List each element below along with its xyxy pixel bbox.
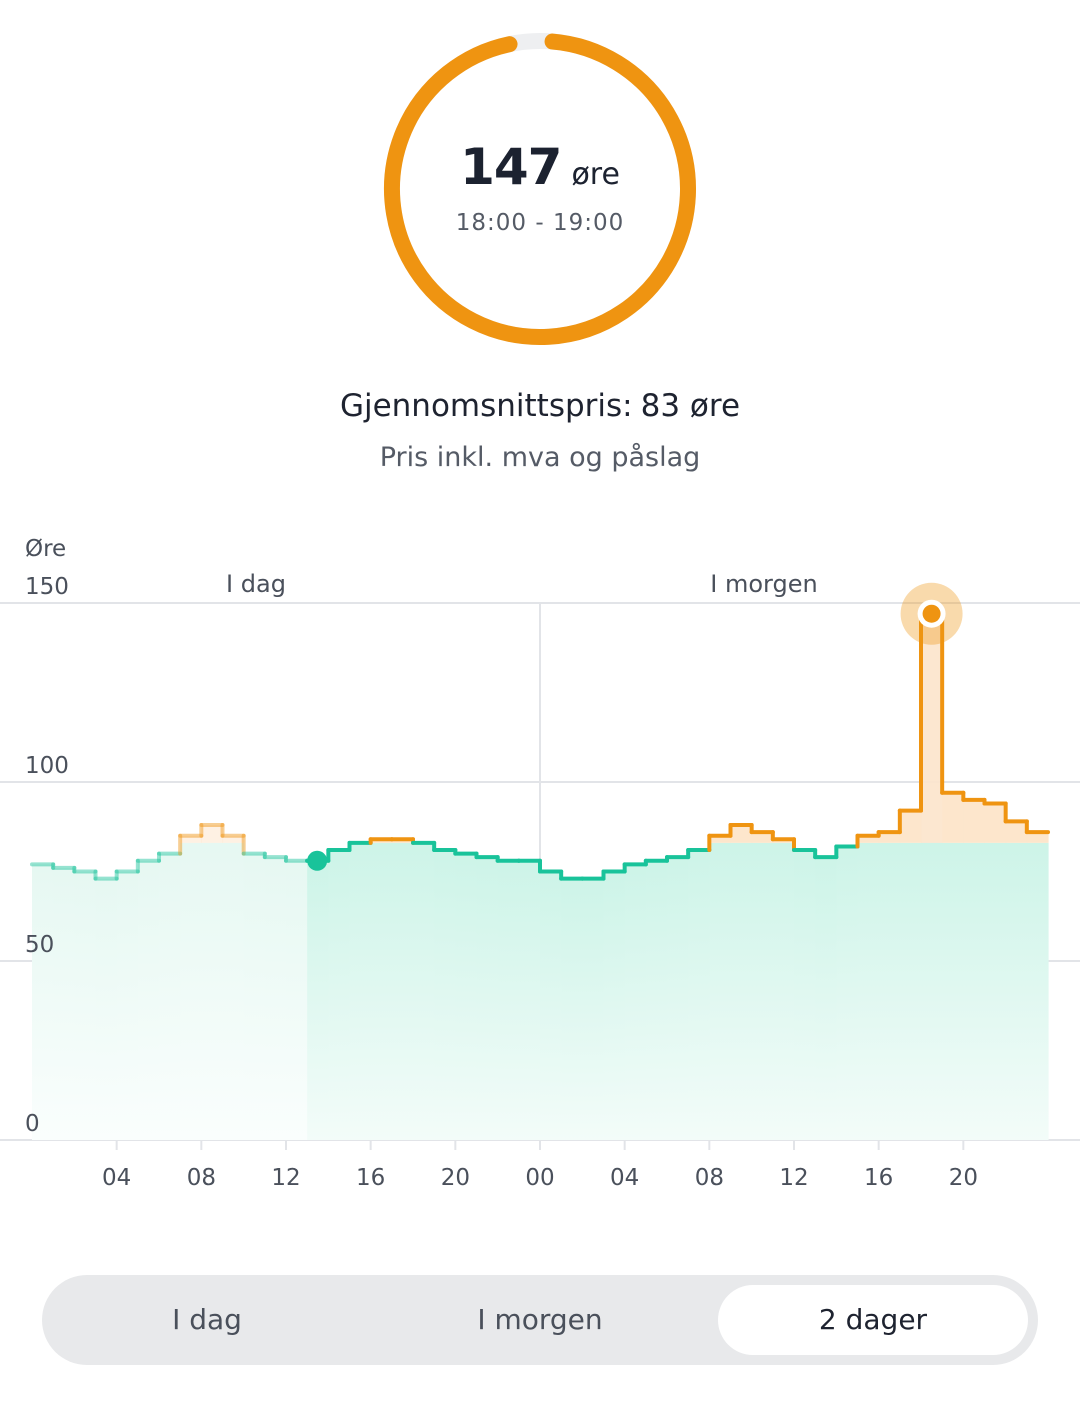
hour-fill <box>53 867 75 1140</box>
tab-two-days[interactable]: 2 dager <box>718 1285 1028 1355</box>
hour-fill <box>624 864 647 1140</box>
y-tick-label: 150 <box>25 574 69 600</box>
hour-fill <box>688 850 710 1140</box>
x-tick-label: 04 <box>610 1165 639 1191</box>
hour-fill <box>95 878 118 1140</box>
hour-fill <box>497 860 520 1140</box>
hour-fill <box>963 842 986 1140</box>
hour-fill <box>180 842 202 1140</box>
x-tick-label: 20 <box>441 1165 470 1191</box>
hour-fill <box>603 871 626 1140</box>
hour-fill <box>1026 842 1049 1140</box>
hour-fill <box>159 853 181 1140</box>
average-price: Gjennomsnittspris: 83 øre <box>0 388 1080 424</box>
selected-hour-marker[interactable] <box>922 604 941 623</box>
y-axis-label: Øre <box>25 536 66 562</box>
hour-fill <box>878 842 901 1140</box>
hour-fill <box>455 853 478 1140</box>
hour-fill <box>476 857 499 1140</box>
hour-fill-above-average <box>751 832 774 843</box>
hour-fill-above-average <box>921 613 943 843</box>
x-tick-label: 08 <box>187 1165 216 1191</box>
average-price-value: 83 øre <box>640 388 741 424</box>
x-tick-label: 08 <box>695 1165 724 1191</box>
hour-fill <box>921 842 943 1140</box>
hour-fill-above-average <box>180 835 202 843</box>
hour-fill <box>645 860 668 1140</box>
hour-fill <box>561 878 583 1140</box>
x-tick-label: 12 <box>271 1165 300 1191</box>
hour-fill <box>794 850 816 1140</box>
day-label-tomorrow: I morgen <box>710 570 817 598</box>
tab-today[interactable]: I dag <box>172 1303 242 1336</box>
current-price-value: 147 <box>460 138 562 196</box>
hour-fill <box>772 842 795 1140</box>
hour-fill-above-average <box>857 835 880 843</box>
hour-fill <box>243 853 266 1140</box>
hour-fill <box>984 842 1007 1140</box>
current-price-block: 147 øre 18:00 - 19:00 <box>0 138 1080 236</box>
x-tick-label: 04 <box>102 1165 131 1191</box>
hour-fill <box>328 850 351 1140</box>
y-tick-label: 100 <box>25 753 69 779</box>
hour-fill <box>730 842 753 1140</box>
hour-fill <box>518 860 541 1140</box>
average-price-label: Gjennomsnittspris: <box>339 388 633 424</box>
hour-fill <box>815 857 837 1140</box>
tab-tomorrow[interactable]: I morgen <box>477 1303 603 1336</box>
hour-fill <box>116 871 139 1140</box>
hour-fill <box>540 871 562 1140</box>
price-disclaimer: Pris inkl. mva og påslag <box>379 442 701 473</box>
hour-fill <box>413 842 435 1140</box>
x-tick-label: 12 <box>779 1165 808 1191</box>
hour-fill <box>709 842 732 1140</box>
hour-fill <box>349 842 372 1140</box>
x-tick-label: 20 <box>949 1165 978 1191</box>
hour-fill-above-average <box>1026 832 1049 843</box>
hour-fill <box>391 842 414 1140</box>
hour-fill <box>264 857 287 1140</box>
hour-fill <box>942 842 964 1140</box>
hour-fill <box>836 846 859 1140</box>
hour-fill <box>222 842 245 1140</box>
y-tick-label: 0 <box>25 1111 40 1137</box>
gauge-arc <box>384 33 696 345</box>
current-time-range: 18:00 - 19:00 <box>455 210 625 236</box>
hour-fill-above-average <box>899 810 922 843</box>
hour-fill <box>857 842 880 1140</box>
hour-fill <box>751 842 774 1140</box>
hour-fill <box>370 842 393 1140</box>
hour-fill <box>899 842 922 1140</box>
current-hour-marker <box>307 850 328 871</box>
x-tick-label: 16 <box>356 1165 385 1191</box>
hour-fill <box>137 860 160 1140</box>
price-gauge <box>384 33 696 345</box>
hour-fill <box>582 878 605 1140</box>
y-tick-label: 50 <box>25 932 54 958</box>
hour-fill <box>1005 842 1028 1140</box>
hour-fill-above-average <box>1005 821 1028 843</box>
hour-fill-above-average <box>201 824 224 843</box>
hour-fill <box>201 842 224 1140</box>
current-price-unit: øre <box>571 157 620 192</box>
hour-fill-above-average <box>878 832 901 843</box>
hour-fill <box>434 850 456 1140</box>
hour-fill-above-average <box>730 824 753 843</box>
day-label-today: I dag <box>226 570 286 598</box>
hour-fill <box>286 860 308 1140</box>
hour-fill <box>667 857 689 1140</box>
hour-fill <box>307 860 329 1140</box>
hour-fill-above-average <box>963 799 986 843</box>
x-tick-label: 16 <box>864 1165 893 1191</box>
period-selector: I dag I morgen 2 dager <box>42 1275 1038 1365</box>
hour-fill <box>74 871 97 1140</box>
price-chart[interactable]: 150 100 50 0 Øre I dag I morgen 04 08 12 16 20 00 04 0… <box>0 520 1080 1200</box>
hour-fill <box>32 864 54 1140</box>
x-tick-label: 00 <box>525 1165 554 1191</box>
hour-fill-above-average <box>942 792 964 843</box>
hour-fill-above-average <box>709 835 732 843</box>
hour-fill-above-average <box>222 835 245 843</box>
hour-fill-above-average <box>984 803 1007 843</box>
